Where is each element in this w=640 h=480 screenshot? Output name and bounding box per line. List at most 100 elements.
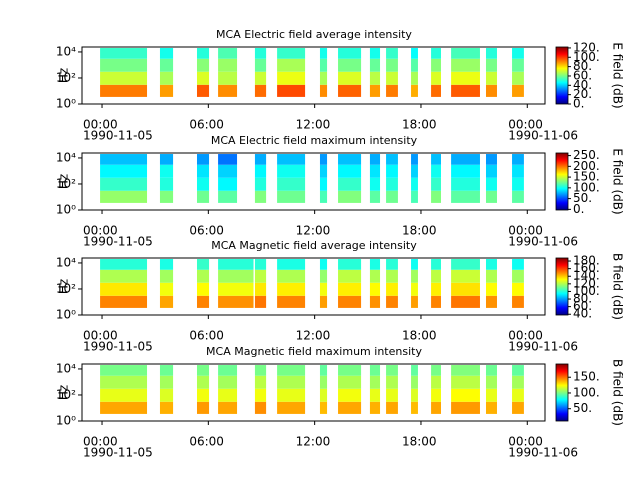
heatmap-cell: [369, 269, 381, 283]
heatmap-cell: [196, 365, 210, 376]
x-tick-label: 06:00: [189, 329, 224, 343]
heatmap-cell: [451, 164, 480, 178]
heatmap-cell: [338, 401, 362, 414]
heatmap-cell: [338, 365, 362, 376]
heatmap-cell: [431, 282, 441, 296]
x-tick-label: 00:00: [508, 224, 543, 238]
heatmap-cell: [277, 375, 306, 389]
heatmap-cell: [512, 58, 524, 72]
heatmap-cell: [100, 164, 148, 178]
heatmap-cell: [451, 58, 480, 72]
heatmap-cell: [386, 401, 398, 414]
heatmap-cell: [431, 154, 441, 165]
heatmap-cell: [451, 259, 480, 270]
heatmap-cell: [159, 71, 174, 85]
heatmap-cell: [512, 164, 524, 178]
heatmap-cell: [512, 259, 524, 270]
colorbar-tick-label: 40.: [573, 307, 592, 321]
heatmap-cell: [451, 269, 480, 283]
heatmap-cell: [319, 401, 328, 414]
heatmap-cell: [338, 282, 362, 296]
heatmap-cell: [319, 190, 328, 203]
heatmap-cell: [386, 388, 398, 402]
heatmap-cell: [277, 259, 306, 270]
y-tick-label: 10⁴: [56, 44, 76, 58]
heatmap-cell: [338, 177, 362, 191]
heatmap-cell: [485, 282, 497, 296]
colorbar-label: E field (dB): [611, 148, 625, 214]
colorbar: [555, 46, 569, 105]
heatmap-cell: [338, 71, 362, 85]
x-date-label: 1990-11-06: [508, 446, 578, 460]
colorbar: [555, 152, 569, 211]
y-axis-label: Hz: [57, 68, 71, 83]
x-tick-label: 12:00: [296, 224, 331, 238]
heatmap-cell: [159, 84, 174, 97]
heatmap-cell: [386, 269, 398, 283]
heatmap-cell: [411, 164, 418, 178]
heatmap-cell: [277, 154, 306, 165]
heatmap-cell: [254, 269, 267, 283]
heatmap-cell: [451, 375, 480, 389]
y-tick-label: 10⁰: [56, 203, 76, 217]
heatmap-cell: [254, 365, 267, 376]
chart-title: MCA Electric field average intensity: [216, 28, 412, 41]
colorbar-tick-label: 60.: [573, 68, 592, 82]
heatmap-cell: [218, 177, 238, 191]
x-tick-label: 12:00: [296, 118, 331, 132]
heatmap-cell: [196, 269, 210, 283]
heatmap-cell: [218, 190, 238, 203]
y-tick-label: 10⁴: [56, 361, 76, 375]
heatmap-cell: [431, 48, 441, 59]
heatmap-cell: [277, 295, 306, 308]
heatmap-cell: [451, 282, 480, 296]
colorbar-tick-label: 100.: [573, 385, 600, 399]
heatmap-cell: [431, 269, 441, 283]
heatmap-cell: [338, 154, 362, 165]
heatmap-cell: [196, 58, 210, 72]
heatmap-cell: [512, 71, 524, 85]
heatmap-cell: [451, 401, 480, 414]
heatmap-cell: [159, 154, 174, 165]
x-tick-label: 18:00: [402, 329, 437, 343]
heatmap-cell: [277, 71, 306, 85]
heatmap-cell: [431, 401, 441, 414]
heatmap-cell: [254, 177, 267, 191]
heatmap-cell: [218, 58, 238, 72]
heatmap-cell: [512, 48, 524, 59]
x-tick-label: 06:00: [189, 435, 224, 449]
heatmap-cell: [411, 58, 418, 72]
heatmap-cell: [218, 154, 238, 165]
heatmap-cell: [218, 295, 254, 308]
heatmap-cell: [100, 48, 148, 59]
heatmap-cell: [338, 375, 362, 389]
x-date-label: 1990-11-06: [508, 340, 578, 354]
heatmap-cell: [218, 71, 238, 85]
heatmap-cell: [512, 84, 524, 97]
heatmap-cell: [218, 365, 238, 376]
heatmap-cell: [369, 84, 381, 97]
heatmap-cell: [159, 190, 174, 203]
heatmap-cell: [100, 84, 148, 97]
y-tick-label: 10²: [56, 176, 76, 190]
heatmap-cell: [369, 295, 381, 308]
colorbar-tick-label: 150.: [573, 370, 600, 384]
heatmap-cell: [100, 190, 148, 203]
heatmap-cell: [411, 269, 418, 283]
y-axis-label: Hz: [57, 385, 71, 400]
heatmap-cell: [159, 259, 174, 270]
heatmap-cell: [338, 190, 362, 203]
colorbar-tick-label: 120.: [573, 40, 600, 54]
colorbar-tick-label: 20.: [573, 87, 592, 101]
x-date-label: 1990-11-05: [83, 235, 153, 249]
heatmap-cell: [277, 190, 306, 203]
heatmap-cell: [485, 58, 497, 72]
heatmap-cell: [319, 259, 328, 270]
heatmap-cell: [277, 282, 306, 296]
y-axis-label: Hz: [57, 279, 71, 294]
heatmap-cell: [411, 365, 418, 376]
heatmap-cell: [196, 48, 210, 59]
colorbar-tick-label: 200.: [573, 159, 600, 173]
x-tick-label: 06:00: [189, 224, 224, 238]
